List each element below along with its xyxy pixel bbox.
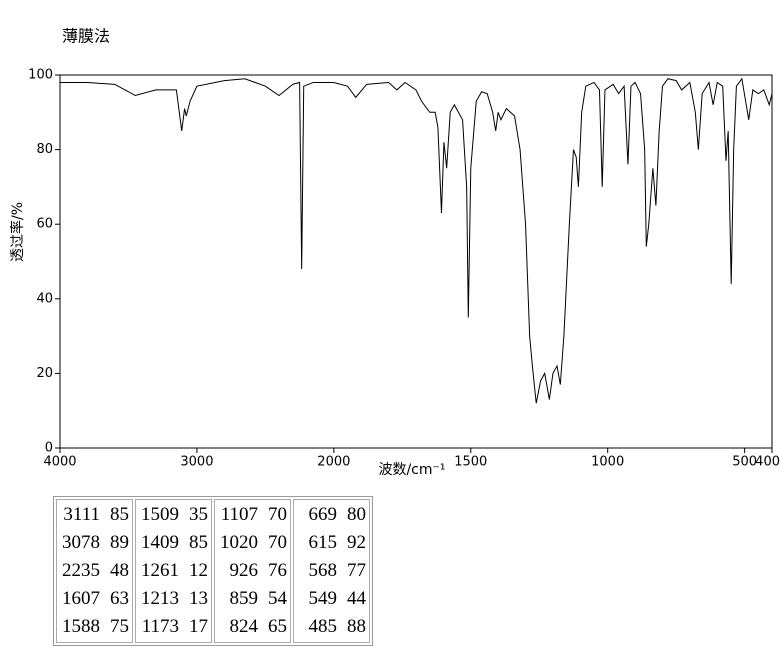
wavenumber: 1409 xyxy=(141,532,179,553)
peak-entry: 2235 48 xyxy=(60,557,129,585)
spectrum-line xyxy=(60,77,773,404)
transmittance: 54 xyxy=(268,588,287,609)
peak-entry: 1588 75 xyxy=(60,613,129,641)
y-tick-label: 20 xyxy=(36,366,53,381)
peak-entry: 615 92 xyxy=(297,529,367,557)
x-tick-label: 400 xyxy=(755,455,780,470)
peak-entry: 824 65 xyxy=(218,613,288,641)
wavenumber: 1588 xyxy=(62,616,100,637)
wavenumber: 824 xyxy=(229,616,259,637)
x-tick-label: 4000 xyxy=(43,455,76,470)
wavenumber: 1607 xyxy=(62,588,100,609)
wavenumber: 485 xyxy=(308,616,338,637)
wavenumber: 926 xyxy=(229,560,259,581)
peak-entry: 1409 85 xyxy=(139,529,208,557)
plot-frame xyxy=(59,74,773,449)
wavenumber: 2235 xyxy=(62,560,100,581)
peak-column: 669 80 615 92 568 77 549 44 485 88 xyxy=(293,499,370,643)
peak-entry: 568 77 xyxy=(297,557,367,585)
wavenumber: 1213 xyxy=(141,588,179,609)
transmittance: 13 xyxy=(189,588,208,609)
wavenumber: 1261 xyxy=(141,560,179,581)
transmittance: 77 xyxy=(347,560,366,581)
transmittance: 70 xyxy=(268,504,287,525)
peak-entry: 1509 35 xyxy=(139,501,208,529)
transmittance: 44 xyxy=(347,588,366,609)
peak-column: 3111 85 3078 89 2235 48 1607 63 1588 75 xyxy=(56,499,133,643)
wavenumber: 1173 xyxy=(141,616,179,637)
x-axis-label: 波数/cm⁻¹ xyxy=(378,462,445,478)
peak-entry: 3078 89 xyxy=(60,529,129,557)
transmittance: 48 xyxy=(110,560,129,581)
peak-table: 3111 85 3078 89 2235 48 1607 63 1588 75 1509 35 1409… xyxy=(53,496,373,646)
x-tick-label: 500 xyxy=(732,455,757,470)
transmittance: 80 xyxy=(347,504,366,525)
peak-column: 1509 35 1409 85 1261 12 1213 13 1173 17 xyxy=(135,499,212,643)
chart-title: 薄膜法 xyxy=(62,27,110,46)
transmittance: 17 xyxy=(189,616,208,637)
wavenumber: 1107 xyxy=(220,504,258,525)
peak-entry: 549 44 xyxy=(297,585,367,613)
transmittance: 75 xyxy=(110,616,129,637)
wavenumber: 568 xyxy=(308,560,338,581)
peak-entry: 1020 70 xyxy=(218,529,287,557)
wavenumber: 3111 xyxy=(63,504,100,525)
peak-entry: 1261 12 xyxy=(139,557,208,585)
peak-entry: 859 54 xyxy=(218,585,288,613)
transmittance: 65 xyxy=(268,616,287,637)
x-tick-label: 2000 xyxy=(317,455,350,470)
y-tick-label: 80 xyxy=(36,142,53,157)
peak-entry: 3111 85 xyxy=(60,501,129,529)
y-axis-label: 透过率/% xyxy=(9,202,26,262)
peak-entry: 669 80 xyxy=(297,501,367,529)
transmittance: 92 xyxy=(347,532,366,553)
wavenumber: 669 xyxy=(308,504,338,525)
transmittance: 85 xyxy=(110,504,129,525)
wavenumber: 1020 xyxy=(220,532,258,553)
peak-entry: 1173 17 xyxy=(139,613,208,641)
chart: 薄膜法 透过率/% 波数/cm⁻¹ 0 20 40 60 80 100 4000 3000 20… xyxy=(9,27,780,479)
wavenumber: 549 xyxy=(308,588,338,609)
transmittance: 35 xyxy=(189,504,208,525)
y-tick-label: 100 xyxy=(28,68,53,83)
transmittance: 85 xyxy=(189,532,208,553)
peak-column: 1107 70 1020 70 926 76 859 54 824 65 xyxy=(214,499,291,643)
transmittance: 88 xyxy=(347,616,366,637)
peak-entry: 1607 63 xyxy=(60,585,129,613)
peak-entry: 485 88 xyxy=(297,613,367,641)
y-tick-label: 0 xyxy=(45,441,53,456)
y-tick-label: 60 xyxy=(36,217,53,232)
x-tick-label: 1500 xyxy=(454,455,487,470)
transmittance: 70 xyxy=(268,532,287,553)
x-tick-label: 3000 xyxy=(180,455,213,470)
wavenumber: 3078 xyxy=(62,532,100,553)
transmittance: 76 xyxy=(268,560,287,581)
transmittance: 89 xyxy=(110,532,129,553)
wavenumber: 1509 xyxy=(141,504,179,525)
y-tick-label: 40 xyxy=(36,291,53,306)
x-tick-label: 1000 xyxy=(591,455,624,470)
transmittance: 12 xyxy=(189,560,208,581)
transmittance: 63 xyxy=(110,588,129,609)
peak-entry: 926 76 xyxy=(218,557,288,585)
peak-entry: 1213 13 xyxy=(139,585,208,613)
peak-entry: 1107 70 xyxy=(218,501,287,529)
wavenumber: 615 xyxy=(308,532,338,553)
wavenumber: 859 xyxy=(229,588,259,609)
